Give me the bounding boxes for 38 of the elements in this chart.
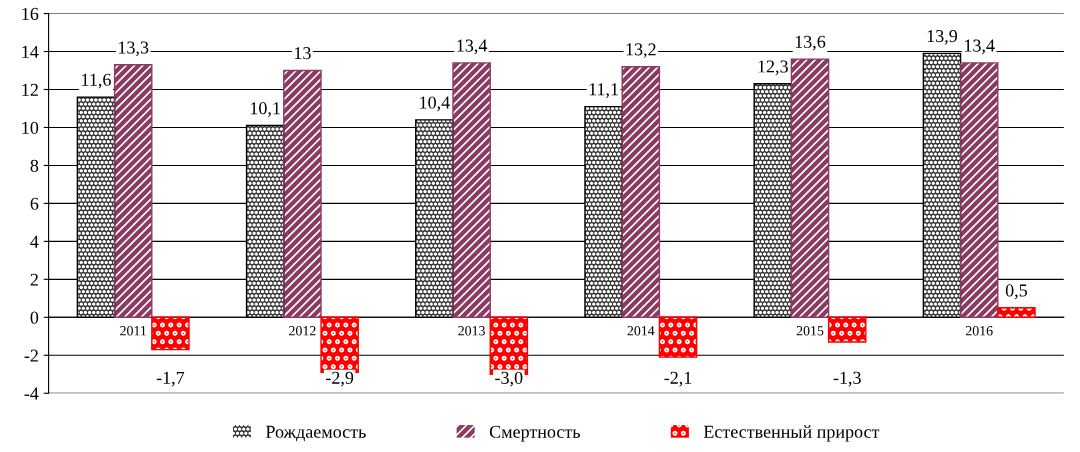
y-tick-label: 14 — [22, 45, 39, 58]
data-label: -1,7 — [156, 371, 185, 387]
y-tick-label: -4 — [24, 387, 39, 400]
data-label: 10,1 — [250, 102, 280, 117]
data-label: -2,1 — [664, 371, 692, 387]
y-tick-label: 16 — [22, 7, 39, 20]
x-tick-label: 2011 — [120, 326, 146, 336]
x-tick-label: 2015 — [796, 326, 824, 336]
x-tick-label: 2012 — [289, 326, 316, 336]
legend-label: Рождаемость — [265, 425, 366, 442]
y-tick-label: 4 — [30, 235, 39, 248]
data-label: 11,1 — [589, 83, 618, 98]
legend-label: Естественный прирост — [703, 425, 880, 442]
y-tick-label: -2 — [24, 349, 38, 362]
legend-label: Смертность — [489, 425, 580, 442]
x-tick-label: 2014 — [627, 326, 655, 336]
x-tick-label: 2016 — [965, 326, 993, 336]
y-tick-label: 2 — [30, 273, 38, 286]
data-label: -3,0 — [495, 371, 523, 387]
data-label: 13,6 — [795, 35, 826, 51]
data-label: 13,4 — [964, 39, 995, 55]
y-tick-label: 8 — [30, 159, 39, 172]
y-tick-label: 6 — [30, 197, 39, 210]
data-label: 13,3 — [118, 41, 149, 57]
x-tick-label: 2013 — [458, 326, 485, 336]
data-label: 12,3 — [758, 60, 788, 76]
data-label: 11,6 — [82, 73, 111, 89]
data-label: 13 — [294, 47, 311, 60]
data-label: 13,2 — [626, 43, 656, 59]
data-label: 10,4 — [420, 96, 450, 112]
data-label: 0,5 — [1005, 284, 1027, 300]
data-label: 13,9 — [927, 30, 958, 45]
y-tick-label: 12 — [22, 83, 38, 96]
data-label: -2,9 — [326, 371, 354, 387]
data-label: 13,4 — [457, 39, 488, 55]
y-tick-label: 10 — [22, 121, 39, 134]
data-label: -1,3 — [833, 371, 861, 387]
y-tick-label: 0 — [30, 311, 39, 324]
